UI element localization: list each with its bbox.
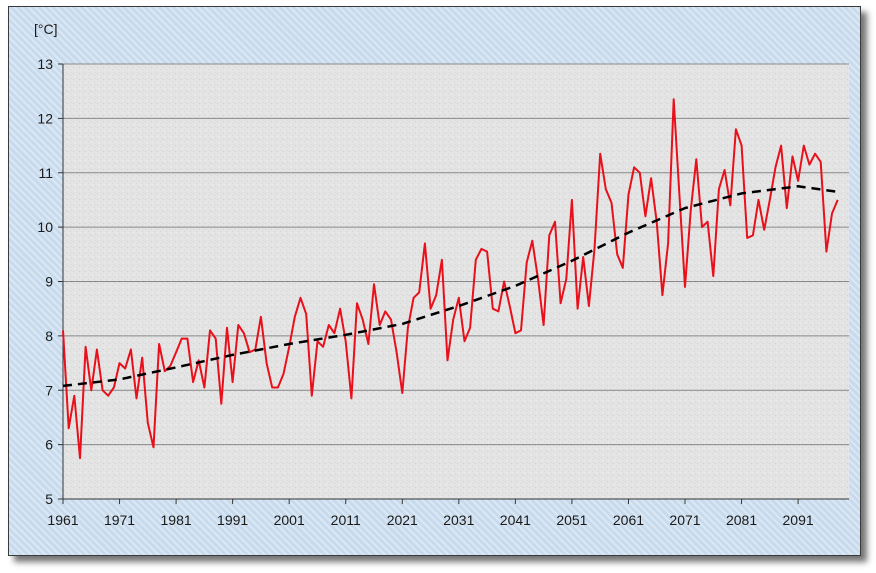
x-tick-label-2061: 2061: [613, 512, 644, 528]
y-tick-label-10: 10: [37, 219, 53, 235]
x-tick-label-2031: 2031: [443, 512, 474, 528]
x-tick-label-1981: 1981: [161, 512, 192, 528]
tick-labels: 5 6 7 8 9 10 11 12 13 1961 1971 1981 1991 2001 2011 202…: [37, 56, 813, 528]
x-tick-label-2041: 2041: [500, 512, 531, 528]
x-tick-label-2021: 2021: [387, 512, 418, 528]
x-tick-label-1971: 1971: [104, 512, 135, 528]
x-tick-label-2071: 2071: [669, 512, 700, 528]
gridlines: [63, 63, 849, 446]
axes: [58, 63, 849, 504]
y-tick-label-11: 11: [38, 165, 53, 181]
y-tick-label-7: 7: [45, 382, 53, 398]
y-tick-label-13: 13: [37, 56, 53, 72]
x-tick-label-2091: 2091: [783, 512, 814, 528]
x-tick-label-2001: 2001: [274, 512, 305, 528]
y-tick-label-5: 5: [45, 491, 53, 507]
x-tick-label-1961: 1961: [47, 512, 78, 528]
temperature-line: [62, 98, 839, 460]
y-unit-label: [°C]: [34, 21, 58, 37]
y-tick-label-8: 8: [45, 328, 53, 344]
y-tick-label-6: 6: [45, 437, 53, 453]
trend-line: [62, 185, 838, 388]
x-tick-label-2081: 2081: [726, 512, 757, 528]
y-tick-label-9: 9: [45, 274, 53, 290]
series-lines: [62, 98, 839, 460]
x-tick-label-2051: 2051: [556, 512, 587, 528]
x-tick-label-2011: 2011: [331, 512, 361, 528]
y-tick-label-12: 12: [37, 110, 53, 126]
x-tick-label-1991: 1991: [217, 512, 248, 528]
